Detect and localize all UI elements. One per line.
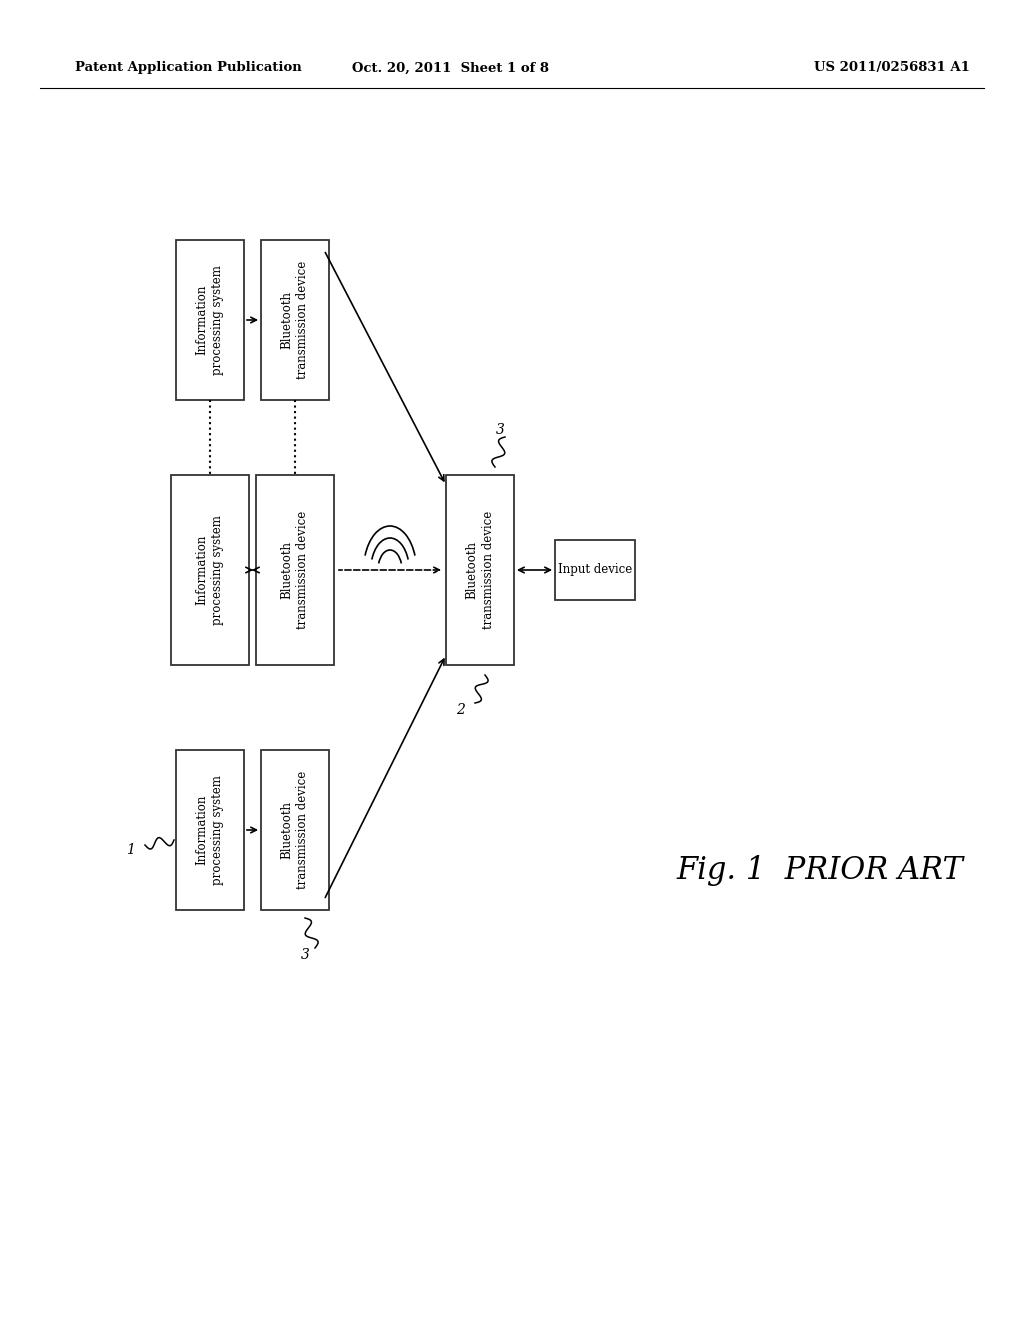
- Text: Bluetooth
transmission device: Bluetooth transmission device: [281, 771, 309, 890]
- Text: Fig. 1  PRIOR ART: Fig. 1 PRIOR ART: [677, 854, 964, 886]
- Bar: [446, 475, 514, 665]
- Bar: [256, 475, 334, 665]
- Text: Information
processing system: Information processing system: [196, 265, 224, 375]
- Text: Bluetooth
transmission device: Bluetooth transmission device: [281, 511, 309, 630]
- Bar: [555, 540, 635, 601]
- Bar: [176, 750, 244, 909]
- Text: Bluetooth
transmission device: Bluetooth transmission device: [466, 511, 495, 630]
- Text: Oct. 20, 2011  Sheet 1 of 8: Oct. 20, 2011 Sheet 1 of 8: [351, 62, 549, 74]
- Text: Input device: Input device: [558, 564, 632, 577]
- Text: 2: 2: [456, 704, 465, 717]
- Text: 3: 3: [301, 948, 309, 962]
- Bar: [171, 475, 249, 665]
- Text: Information
processing system: Information processing system: [196, 515, 224, 624]
- Text: 1: 1: [126, 843, 134, 857]
- Text: Information
processing system: Information processing system: [196, 775, 224, 884]
- Text: Bluetooth
transmission device: Bluetooth transmission device: [281, 261, 309, 379]
- Bar: [261, 240, 329, 400]
- Text: Patent Application Publication: Patent Application Publication: [75, 62, 302, 74]
- Bar: [176, 240, 244, 400]
- Text: US 2011/0256831 A1: US 2011/0256831 A1: [814, 62, 970, 74]
- Bar: [261, 750, 329, 909]
- Text: 3: 3: [496, 422, 505, 437]
